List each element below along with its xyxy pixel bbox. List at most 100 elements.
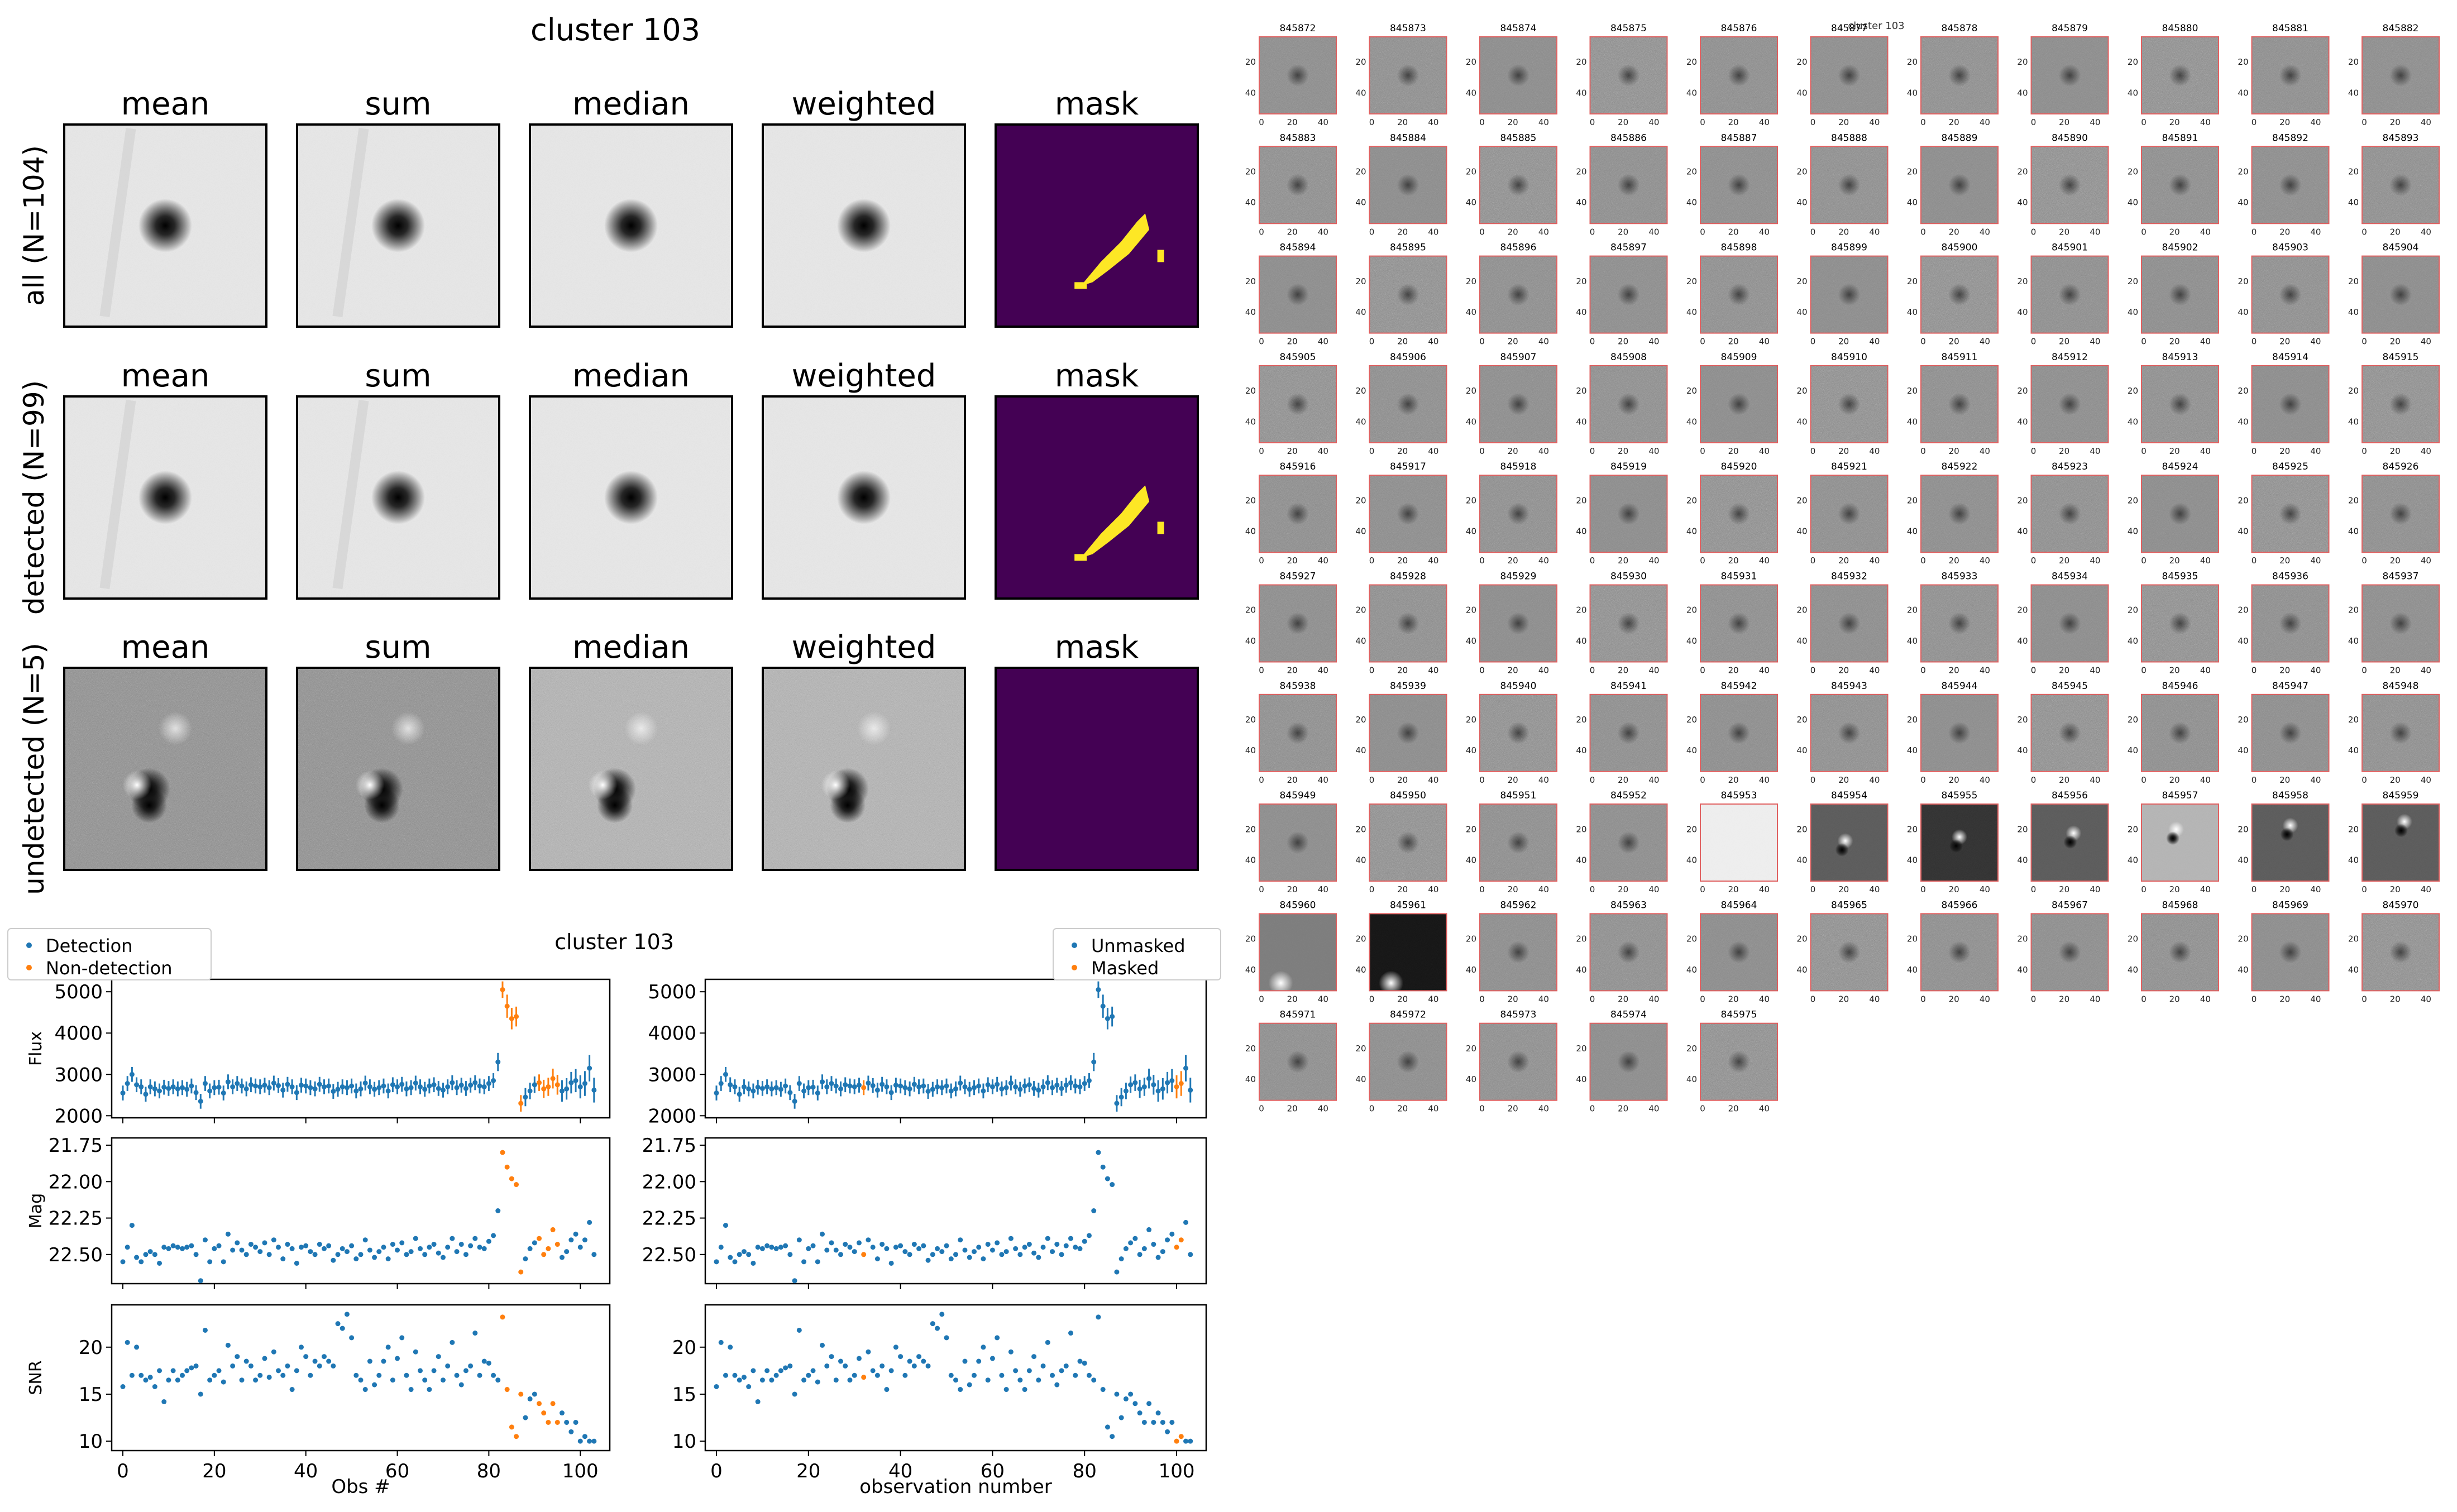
thumbnail-frame (1479, 1022, 1557, 1101)
thumbnail-x-tick: 20 (2390, 117, 2401, 127)
thumbnail-x-tick: 0 (1590, 556, 1595, 566)
mag-point (225, 1231, 231, 1237)
thumbnail-x-tick: 0 (1479, 556, 1485, 566)
flux-point (939, 1085, 945, 1090)
thumbnail-frame (1810, 255, 1889, 334)
thumbnail-x-tick: 0 (1700, 884, 1705, 894)
thumbnail-x-tick: 0 (2252, 884, 2257, 894)
flux-point (810, 1084, 816, 1090)
flux-point (262, 1083, 267, 1088)
thumbnail-x-tick: 20 (1287, 227, 1298, 237)
stack-column-title: sum (365, 629, 431, 666)
snr-point (170, 1368, 176, 1374)
flux-point (514, 1014, 519, 1020)
mag-point (404, 1252, 409, 1257)
thumbnail-y-tick: 20 (1466, 1044, 1476, 1054)
thumbnail-x-tick: 0 (1590, 775, 1595, 785)
stack-image-frame (63, 395, 267, 600)
thumbnail-id: 845888 (1831, 132, 1867, 143)
thumbnail-y-tick: 40 (1907, 965, 1918, 975)
stack-column-title: mask (1055, 629, 1139, 666)
snr-point (741, 1375, 747, 1380)
thumbnail-x-tick: 0 (1479, 337, 1485, 347)
mag-point (157, 1260, 162, 1266)
thumbnail-x-tick: 20 (2279, 117, 2290, 127)
y-tick-label: 4000 (648, 1022, 696, 1045)
thumbnail-y-tick: 20 (1686, 57, 1697, 67)
thumbnail-x-tick: 0 (2141, 884, 2147, 894)
thumbnail-y-tick: 40 (1686, 1074, 1697, 1084)
flux-point (458, 1083, 464, 1088)
snr-point (783, 1365, 788, 1371)
flux-point (376, 1085, 382, 1090)
thumbnail-x-tick: 20 (1949, 556, 1959, 566)
mag-point (806, 1246, 811, 1251)
x-tick-label: 40 (294, 1460, 318, 1482)
snr-point (408, 1387, 414, 1393)
thumbnail-frame (1259, 1022, 1337, 1101)
thumbnail-id: 845936 (2272, 571, 2308, 582)
flux-point (1017, 1087, 1023, 1092)
thumbnail-y-tick: 40 (1355, 527, 1366, 537)
mag-point (1183, 1219, 1189, 1225)
mag-point (787, 1252, 793, 1257)
thumbnail-x-tick: 20 (2390, 775, 2401, 785)
flux-point (787, 1090, 793, 1095)
thumbnail-id: 845893 (2383, 132, 2419, 143)
thumbnail-id: 845925 (2272, 461, 2308, 472)
thumbnail-x-tick: 20 (1287, 556, 1298, 566)
mag-point (235, 1240, 240, 1246)
thumbnail-y-tick: 20 (1686, 386, 1697, 396)
snr-point (587, 1438, 592, 1444)
y-tick-label: 5000 (54, 981, 103, 1003)
flux-point (824, 1084, 830, 1089)
thumbnail-id: 845933 (1942, 571, 1978, 582)
snr-point (893, 1344, 898, 1350)
thumbnail-y-tick: 20 (1907, 276, 1918, 286)
stack-column-title: mean (121, 358, 210, 394)
legend-marker (1072, 965, 1077, 970)
thumbnail-x-tick: 20 (2059, 556, 2069, 566)
thumbnail-x-tick: 0 (1590, 994, 1595, 1004)
thumbnail-x-tick: 40 (1869, 775, 1880, 785)
thumbnail-frame (1259, 475, 1337, 553)
stack-image-frame (529, 123, 733, 328)
mag-point (317, 1242, 322, 1247)
snr-point (769, 1377, 775, 1383)
thumbnail-x-tick: 40 (2310, 117, 2321, 127)
thumbnail-x-tick: 20 (1618, 227, 1628, 237)
thumbnail-x-tick: 0 (2362, 337, 2367, 347)
flux-point (829, 1081, 834, 1087)
snr-point (787, 1363, 793, 1369)
mag-point (376, 1249, 382, 1255)
thumbnail-frame (2251, 803, 2330, 882)
snr-point (888, 1368, 894, 1374)
snr-point (815, 1379, 820, 1385)
thumbnail-y-tick: 20 (1245, 715, 1256, 725)
flux-point (778, 1087, 783, 1092)
thumbnail-x-tick: 40 (2090, 884, 2100, 894)
thumbnail-x-tick: 20 (2059, 994, 2069, 1004)
flux-point (120, 1090, 126, 1096)
mag-point (1137, 1252, 1143, 1257)
snr-point (147, 1375, 153, 1380)
thumbnail-id: 845916 (1280, 461, 1316, 472)
thumbnail-frame (2141, 913, 2219, 992)
thumbnail-id: 845884 (1390, 132, 1426, 143)
snr-point (157, 1368, 162, 1374)
snr-point (372, 1382, 377, 1387)
snr-point (843, 1363, 848, 1369)
snr-point (1013, 1368, 1019, 1374)
snr-point (856, 1356, 862, 1361)
